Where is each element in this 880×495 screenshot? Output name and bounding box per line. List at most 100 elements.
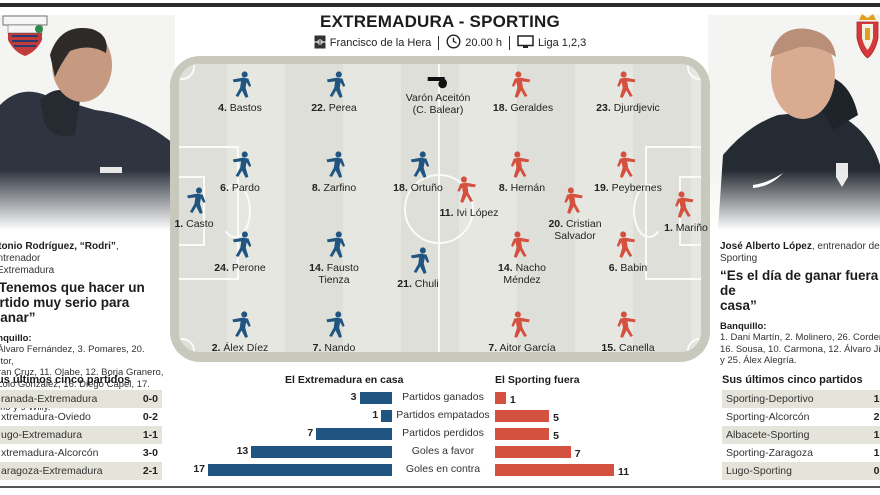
stat-label: Partidos ganados — [402, 391, 484, 403]
away-player: 11. Ivi López — [440, 175, 499, 219]
result-row: Lugo-Sporting 0- — [722, 462, 880, 480]
result-row: Sporting-Deportivo 1- — [722, 390, 880, 408]
player-name: Nacho — [515, 262, 546, 274]
home-bar — [381, 410, 392, 422]
player-number: 21. — [397, 278, 412, 290]
player-name: Zarfino — [323, 182, 357, 194]
player-figure-icon — [326, 231, 345, 258]
home-bar-value: 17 — [193, 463, 205, 475]
stat-label: Goles en contra — [405, 463, 481, 475]
home-bar-value: 13 — [236, 445, 249, 457]
home-player: 24. Perone — [214, 230, 266, 274]
player-figure-icon — [326, 311, 345, 338]
home-bench-line: . Álvaro Fernández, 3. Pomares, 20. Aito… — [0, 344, 145, 367]
player-figure-icon — [232, 151, 251, 178]
bottom-rule — [0, 486, 880, 488]
home-player: 18. Ortuño — [393, 150, 443, 194]
tv-icon — [517, 34, 534, 52]
home-quote-1: “Tenemos que hacer un — [0, 280, 145, 295]
away-bar-value: 5 — [553, 412, 559, 424]
player-number: 7. — [312, 342, 322, 354]
corner-arc — [179, 64, 195, 80]
away-bench-line: 16. Sousa, 10. Carmona, 12. Álvaro Jimén… — [720, 343, 880, 355]
home-chart-title: El Extremadura en casa — [285, 374, 404, 386]
away-player: 19. Peybernes — [594, 150, 662, 194]
player-figure-icon — [510, 151, 530, 178]
player-name-line2: Tienza — [318, 274, 350, 286]
player-number: 8. — [311, 182, 321, 194]
home-bar-value: 3 — [350, 391, 357, 403]
player-figure-icon — [232, 231, 251, 258]
player-number: 19. — [594, 182, 609, 194]
result-match: Sporting-Zaragoza — [726, 447, 813, 459]
player-figure-icon — [616, 231, 636, 258]
away-player: 6. Babin — [608, 230, 647, 274]
pitch — [179, 64, 701, 352]
home-results: us últimos cinco partidos ranada-Extrema… — [0, 374, 162, 480]
away-player: 1. Mariño — [664, 190, 708, 234]
result-match: Lugo-Sporting — [726, 465, 792, 477]
result-match: aragoza-Extremadura — [1, 465, 103, 477]
right-penalty-arc — [633, 184, 665, 238]
result-match: xtremadura-Oviedo — [1, 411, 91, 423]
away-results-title: Sus últimos cinco partidos — [722, 374, 863, 386]
away-coach-info: José Alberto López, entrenador del Sport… — [720, 241, 880, 367]
home-coach-role: , entrenador — [0, 241, 119, 264]
referee: Varón Aceitón (C. Balear) — [406, 76, 470, 116]
player-name: Nando — [324, 342, 356, 354]
away-bench-label: Banquillo: — [720, 321, 767, 332]
result-row: Albacete-Sporting 1- — [722, 426, 880, 444]
player-name: Bastos — [229, 102, 262, 114]
result-score: 2-1 — [142, 465, 158, 477]
home-results-table: ranada-Extremadura 0-0 xtremadura-Oviedo 0-… — [0, 390, 162, 480]
away-player: 7. Aitor García — [488, 310, 556, 354]
result-score: 3-0 — [142, 447, 158, 459]
away-results-table: Sporting-Deportivo 1- Sporting-Alcorcón 2- A… — [722, 390, 880, 480]
clock-icon — [446, 34, 461, 52]
away-coach-team: Sporting — [720, 253, 758, 264]
result-score: 0- — [873, 465, 880, 477]
player-figure-icon — [232, 311, 251, 338]
home-bar — [359, 392, 392, 404]
result-match: ranada-Extremadura — [1, 393, 98, 405]
player-figure-icon — [510, 311, 530, 338]
player-number: 4. — [218, 102, 227, 114]
separator — [508, 36, 510, 50]
player-name: Ivi López — [456, 207, 499, 219]
result-score: 0-2 — [142, 411, 158, 423]
player-number: 6. — [608, 262, 618, 274]
player-number: 8. — [498, 182, 508, 194]
home-bench-line: Fran Cruz, 11. Olabe, 12. Borja Granero, — [0, 367, 164, 378]
player-name-line2: Méndez — [503, 274, 541, 286]
result-match: Sporting-Deportivo — [726, 393, 814, 405]
player-figure-icon — [410, 247, 429, 274]
home-bench-line: amo y 9 Willy. — [0, 401, 51, 413]
player-name: Geraldes — [510, 102, 554, 114]
corner-arc — [687, 64, 701, 80]
player-figure-icon — [564, 187, 583, 214]
home-bar — [251, 446, 392, 458]
away-player: 15. Canella — [601, 310, 655, 354]
player-name-line2: Salvador — [554, 230, 596, 242]
result-row: xtremadura-Oviedo 0-2 — [0, 408, 162, 426]
away-results: Sus últimos cinco partidos Sporting-Depo… — [722, 374, 880, 480]
home-bench-line: . Lolo González, 16. Diego Capel, 17. Ja… — [0, 378, 150, 402]
left-penalty-arc — [219, 184, 251, 238]
home-player: 4. Bastos — [218, 70, 262, 114]
corner-arc — [687, 338, 701, 352]
home-coach-photo — [0, 15, 175, 230]
home-player: 8. Zarfino — [312, 150, 356, 194]
player-name: Perea — [328, 102, 357, 114]
center-circle — [404, 174, 474, 244]
player-number: 14. — [498, 262, 513, 274]
result-row: xtremadura-Alcorcón 3-0 — [0, 444, 162, 462]
match-title: EXTREMADURA - SPORTING — [320, 12, 560, 31]
home-bench-label: anquillo: — [0, 333, 32, 344]
player-name: Chuli — [414, 278, 439, 290]
home-player: 2. Álex Díez — [212, 310, 268, 354]
player-figure-icon — [616, 71, 636, 98]
stat-label: Partidos perdidos — [402, 427, 484, 439]
away-player: 20. Cristian Salvador — [548, 186, 602, 242]
away-player: 8. Hernán — [499, 150, 545, 194]
home-coach-name: ntonio Rodríguez, “Rodri” — [0, 241, 116, 252]
